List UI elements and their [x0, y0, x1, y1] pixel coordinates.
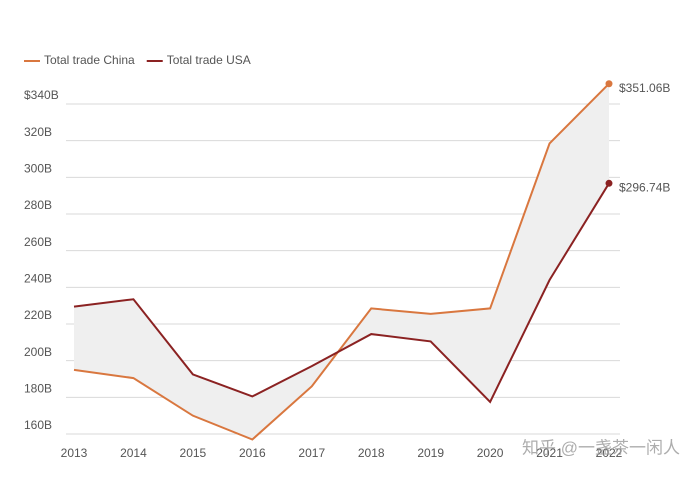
- difference-area: [74, 83, 609, 440]
- value-label: $296.74B: [619, 180, 670, 194]
- y-tick-label: 220B: [24, 308, 52, 322]
- y-tick-label: $340B: [24, 88, 59, 102]
- y-tick-label: 200B: [24, 345, 52, 359]
- watermark: 知乎 @一盏茶一闲人: [522, 438, 680, 457]
- legend-label: Total trade China: [44, 53, 135, 67]
- y-tick-label: 320B: [24, 125, 52, 139]
- series-line: [73, 182, 610, 404]
- end-point: [605, 80, 613, 88]
- x-tick-label: 2020: [477, 446, 504, 460]
- x-tick-label: 2021: [536, 446, 563, 460]
- x-tick-label: 2018: [358, 446, 385, 460]
- y-tick-label: 280B: [24, 198, 52, 212]
- x-tick-label: 2014: [120, 446, 147, 460]
- y-tick-label: 300B: [24, 162, 52, 176]
- value-label: $351.06B: [619, 81, 670, 95]
- y-tick-label: 180B: [24, 382, 52, 396]
- x-tick-label: 2017: [298, 446, 325, 460]
- x-tick-label: 2022: [596, 446, 623, 460]
- x-tick-label: 2013: [61, 446, 88, 460]
- y-tick-label: 240B: [24, 272, 52, 286]
- end-point: [605, 179, 613, 187]
- x-tick-label: 2015: [180, 446, 207, 460]
- series-line: [73, 83, 610, 441]
- legend-label: Total trade USA: [167, 53, 251, 67]
- y-tick-label: 260B: [24, 235, 52, 249]
- x-tick-label: 2016: [239, 446, 266, 460]
- x-tick-label: 2019: [417, 446, 444, 460]
- y-tick-label: 160B: [24, 418, 52, 432]
